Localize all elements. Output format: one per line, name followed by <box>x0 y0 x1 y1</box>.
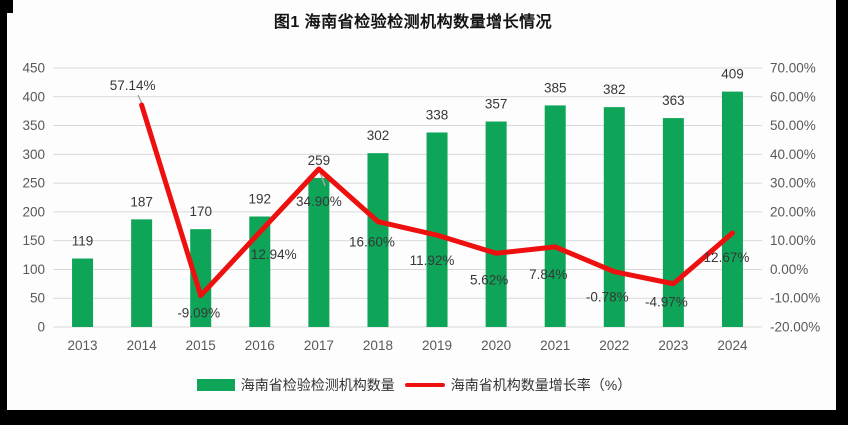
left-axis-tick: 350 <box>22 118 45 133</box>
bar-value-label: 170 <box>189 204 212 219</box>
right-axis-tick: -10.00% <box>770 291 820 306</box>
bar-2018 <box>367 153 389 327</box>
bar-2024 <box>721 91 743 327</box>
screen-edge-bottom <box>0 410 848 425</box>
bar-value-label: 338 <box>426 107 449 122</box>
leader-line-2017 <box>319 171 326 187</box>
x-axis-label: 2020 <box>481 338 511 353</box>
bar-2019 <box>426 132 448 327</box>
x-axis-label: 2014 <box>127 338 158 353</box>
line-series-label: 海南省机构数量增长率（%） <box>450 377 632 393</box>
screen-edge-topleft <box>0 0 13 13</box>
bar-2020 <box>485 121 507 327</box>
bar-value-label: 363 <box>662 93 685 108</box>
right-axis-tick: 60.00% <box>770 89 816 104</box>
x-axis-label: 2017 <box>304 338 334 353</box>
line-value-label: 57.14% <box>110 78 156 93</box>
left-axis-tick: 200 <box>22 204 45 219</box>
line-value-label: 7.84% <box>529 267 567 282</box>
bar-2015 <box>190 229 212 327</box>
left-axis-tick: 50 <box>30 291 45 306</box>
line-value-label: -9.09% <box>177 306 220 321</box>
bar-2017 <box>308 177 330 327</box>
line-value-label: 34.90% <box>296 194 342 209</box>
line-value-label: -4.97% <box>645 295 688 310</box>
right-axis-tick: 50.00% <box>770 118 816 133</box>
right-axis-tick: 20.00% <box>770 204 816 219</box>
x-axis-label: 2013 <box>68 338 98 353</box>
line-value-label: 12.67% <box>704 250 750 265</box>
bar-value-label: 357 <box>485 97 508 112</box>
x-axis-label: 2015 <box>186 338 216 353</box>
right-axis-tick: 40.00% <box>770 147 816 162</box>
growth-rate-line <box>139 102 735 299</box>
left-axis-tick: 250 <box>22 176 45 191</box>
right-axis-tick: 70.00% <box>770 61 816 76</box>
bar-value-label: 259 <box>308 153 331 168</box>
bar-series-swatch <box>196 379 235 391</box>
x-axis-label: 2016 <box>245 338 275 353</box>
chart-title: 图1 海南省检验检测机构数量增长情况 <box>273 14 553 31</box>
right-axis-tick: 10.00% <box>770 233 816 248</box>
x-axis-label: 2023 <box>658 338 688 353</box>
legend-item-line: 海南省机构数量增长率（%） <box>404 375 632 395</box>
bar-2016 <box>249 216 271 327</box>
left-axis-tick: 300 <box>22 147 45 162</box>
right-axis-tick: 30.00% <box>770 176 816 191</box>
chart-legend: 海南省检验检测机构数量 海南省机构数量增长率（%） <box>8 374 820 396</box>
bar-series-label: 海南省检验检测机构数量 <box>240 377 395 393</box>
right-axis-tick: -20.00% <box>770 320 820 335</box>
leader-line-2014 <box>137 94 143 105</box>
bar-value-label: 382 <box>603 82 626 97</box>
x-axis-label: 2022 <box>599 338 629 353</box>
bar-value-label: 187 <box>130 194 153 209</box>
legend-item-bars: 海南省检验检测机构数量 <box>196 375 395 395</box>
bar-value-label: 409 <box>721 67 744 82</box>
line-value-label: 5.62% <box>470 272 508 287</box>
screen-edge-left <box>0 0 7 425</box>
left-axis-tick: 100 <box>22 262 45 277</box>
x-axis-label: 2018 <box>363 338 393 353</box>
line-value-label: 12.94% <box>251 247 297 262</box>
x-axis-label: 2024 <box>717 338 748 353</box>
line-series-swatch <box>404 383 445 387</box>
bar-2021 <box>544 105 566 328</box>
left-axis-tick: 0 <box>37 320 45 335</box>
screen-edge-right <box>836 0 848 425</box>
bar-value-label: 385 <box>544 80 567 95</box>
left-axis-tick: 400 <box>22 89 45 104</box>
bar-value-label: 192 <box>249 191 272 206</box>
line-value-label: -0.78% <box>586 290 629 305</box>
chart-plot: 450 70.00% 400 60.00% 350 50.00% 300 40.00% 250 3… <box>22 61 820 354</box>
bar-value-label: 302 <box>367 128 390 143</box>
line-value-label: 16.60% <box>349 235 395 250</box>
line-value-label: 11.92% <box>410 253 455 268</box>
bar-2014 <box>131 219 153 327</box>
x-axis-label: 2019 <box>422 338 452 353</box>
right-axis-tick: 0.00% <box>770 262 808 277</box>
left-axis-tick: 450 <box>22 61 45 76</box>
x-axis-label: 2021 <box>540 338 570 353</box>
bar-2023 <box>662 118 684 327</box>
bar-2013 <box>72 258 94 327</box>
left-axis-tick: 150 <box>22 233 45 248</box>
bar-value-label: 119 <box>72 234 94 249</box>
